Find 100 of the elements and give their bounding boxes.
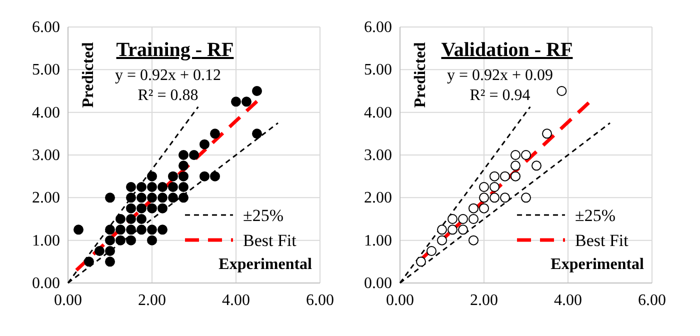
y-tick-label: 2.00: [32, 190, 60, 207]
point: [105, 246, 115, 256]
point: [136, 224, 146, 235]
point: [147, 224, 157, 235]
y-tick-label: 1.00: [364, 232, 392, 250]
x-tick-label: 4.00: [554, 292, 582, 309]
y-tick-label: 0.00: [32, 275, 60, 292]
point: [178, 192, 188, 203]
point: [458, 214, 468, 224]
y-tick-label: 1.00: [32, 232, 60, 250]
point: [426, 246, 436, 256]
point: [105, 224, 115, 235]
point: [210, 128, 220, 139]
point: [116, 224, 126, 235]
y-tick-label: 6.00: [364, 19, 392, 36]
point: [231, 96, 241, 107]
x-axis-title: Experimental: [550, 256, 645, 273]
x-tick-label: 0.00: [54, 292, 82, 309]
point: [532, 160, 542, 171]
text: Training - RF: [116, 39, 234, 61]
point: [510, 160, 520, 171]
point: [178, 182, 188, 192]
y-tick-label: 5.00: [364, 62, 392, 79]
point: [468, 214, 478, 224]
annotation: y = 0.92x + 0.12: [114, 67, 222, 84]
x-tick-label: 4.00: [222, 292, 250, 309]
point: [437, 224, 447, 235]
point: [189, 150, 199, 160]
point: [210, 171, 220, 182]
point: [479, 203, 489, 214]
point: [158, 192, 168, 203]
point: [556, 86, 567, 96]
point: [510, 171, 520, 182]
point: [147, 203, 157, 214]
y-axis-title: Predicted: [412, 42, 429, 108]
point: [252, 86, 262, 96]
point: [168, 192, 178, 203]
point: [490, 182, 500, 192]
point: [479, 192, 489, 203]
x-axis-title: Experimental: [218, 256, 313, 273]
point: [126, 192, 136, 203]
y-tick-label: 4.00: [32, 104, 60, 122]
point: [126, 235, 136, 246]
point: [136, 203, 146, 214]
annotation: R² = 0.88: [138, 87, 198, 104]
legend-label: Best Fit: [575, 231, 629, 250]
point: [136, 214, 146, 224]
annotation: R² = 0.94: [470, 87, 530, 104]
point: [468, 235, 478, 246]
point: [252, 128, 262, 139]
point: [437, 235, 447, 246]
point: [147, 235, 157, 246]
point: [168, 171, 178, 182]
point: [178, 171, 188, 182]
point: [458, 224, 468, 235]
point: [147, 171, 157, 182]
point: [468, 203, 478, 214]
point: [136, 192, 146, 203]
point: [510, 150, 520, 160]
point: [158, 224, 168, 235]
x-tick-label: 6.00: [638, 292, 666, 309]
point: [126, 214, 136, 224]
point: [416, 256, 426, 267]
y-tick-label: 3.00: [364, 147, 392, 164]
point: [242, 96, 252, 107]
point: [147, 182, 157, 192]
y-tick-label: 3.00: [32, 147, 60, 164]
point: [105, 256, 115, 267]
point: [200, 171, 210, 182]
point: [126, 224, 136, 235]
x-tick-label: 2.00: [470, 292, 498, 309]
point: [178, 150, 188, 160]
point: [105, 235, 115, 246]
point: [94, 246, 104, 256]
point: [178, 160, 188, 171]
point: [158, 182, 168, 192]
point: [158, 203, 168, 214]
point: [147, 192, 157, 203]
point: [74, 224, 84, 235]
point: [116, 214, 126, 224]
y-tick-label: 0.00: [364, 275, 392, 292]
point: [500, 192, 510, 203]
y-tick-label: 5.00: [32, 62, 60, 79]
x-tick-label: 2.00: [138, 292, 166, 309]
legend-label: ±25%: [243, 206, 284, 225]
y-axis-title: Predicted: [80, 42, 97, 108]
point: [490, 192, 500, 203]
annotation: y = 0.92x + 0.09: [446, 67, 554, 84]
point: [479, 182, 489, 192]
text: Validation - RF: [441, 39, 573, 61]
point: [126, 182, 136, 192]
point: [136, 182, 146, 192]
x-tick-label: 6.00: [306, 292, 334, 309]
point: [500, 171, 510, 182]
point: [490, 171, 500, 182]
legend-label: ±25%: [575, 206, 616, 225]
point: [521, 192, 531, 203]
point: [84, 256, 94, 267]
point: [542, 128, 552, 139]
y-tick-label: 4.00: [364, 104, 392, 122]
